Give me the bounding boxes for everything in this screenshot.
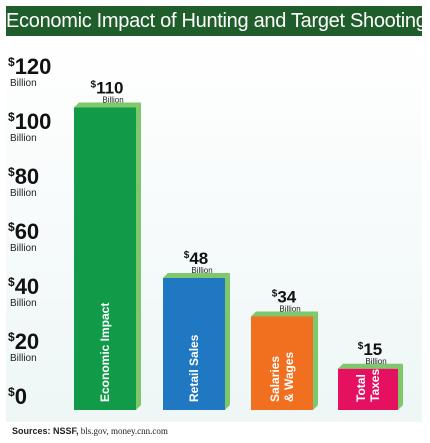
bar-top: [338, 363, 403, 369]
bar-value-unit: Billion: [365, 357, 386, 366]
bar-value-unit: Billion: [279, 305, 300, 314]
y-tick-unit: Billion: [10, 298, 37, 309]
sources-label: Sources: NSSF,: [12, 426, 79, 436]
bar-side: [313, 311, 318, 410]
y-tick-label: $60: [8, 219, 39, 244]
y-tick-label: $120: [8, 54, 51, 79]
bar: [251, 316, 313, 410]
bar-value-label: $48: [184, 249, 208, 268]
bar-value-unit: Billion: [102, 96, 123, 105]
y-tick-unit: Billion: [10, 78, 37, 89]
y-tick-label: $0: [8, 384, 27, 409]
category-label: Salaries& Wages: [268, 351, 296, 402]
bar: [338, 368, 398, 410]
y-tick-unit: Billion: [10, 243, 37, 254]
y-tick-label: $100: [8, 109, 51, 134]
bar: [163, 278, 225, 410]
bar-value-label: $34: [272, 288, 297, 307]
bar-side: [225, 273, 230, 410]
y-tick-label: $40: [8, 274, 39, 299]
bar-side: [136, 102, 141, 410]
bar-value-unit: Billion: [191, 266, 212, 275]
bar-value-label: $15: [358, 340, 382, 359]
y-tick-unit: Billion: [10, 188, 37, 199]
y-tick-unit: Billion: [10, 353, 37, 364]
bar-side: [398, 363, 403, 410]
y-tick-unit: Billion: [10, 133, 37, 144]
sources-note: Sources: NSSF, bls.gov, money.cnn.com: [12, 426, 168, 436]
y-tick-label: $80: [8, 164, 39, 189]
bar-value-label: $110: [91, 79, 124, 98]
bar: [74, 107, 136, 410]
category-label: Economic Impact: [98, 303, 112, 402]
chart-title: Economic Impact of Hunting and Target Sh…: [6, 6, 422, 36]
bar-top: [163, 273, 230, 278]
bar-top: [251, 311, 318, 317]
y-tick-label: $20: [8, 329, 39, 354]
bar-top: [74, 102, 141, 108]
sources-list: bls.gov, money.cnn.com: [78, 426, 168, 436]
category-label: Retail Sales: [187, 334, 201, 402]
category-label: TotalTaxes: [354, 369, 382, 402]
